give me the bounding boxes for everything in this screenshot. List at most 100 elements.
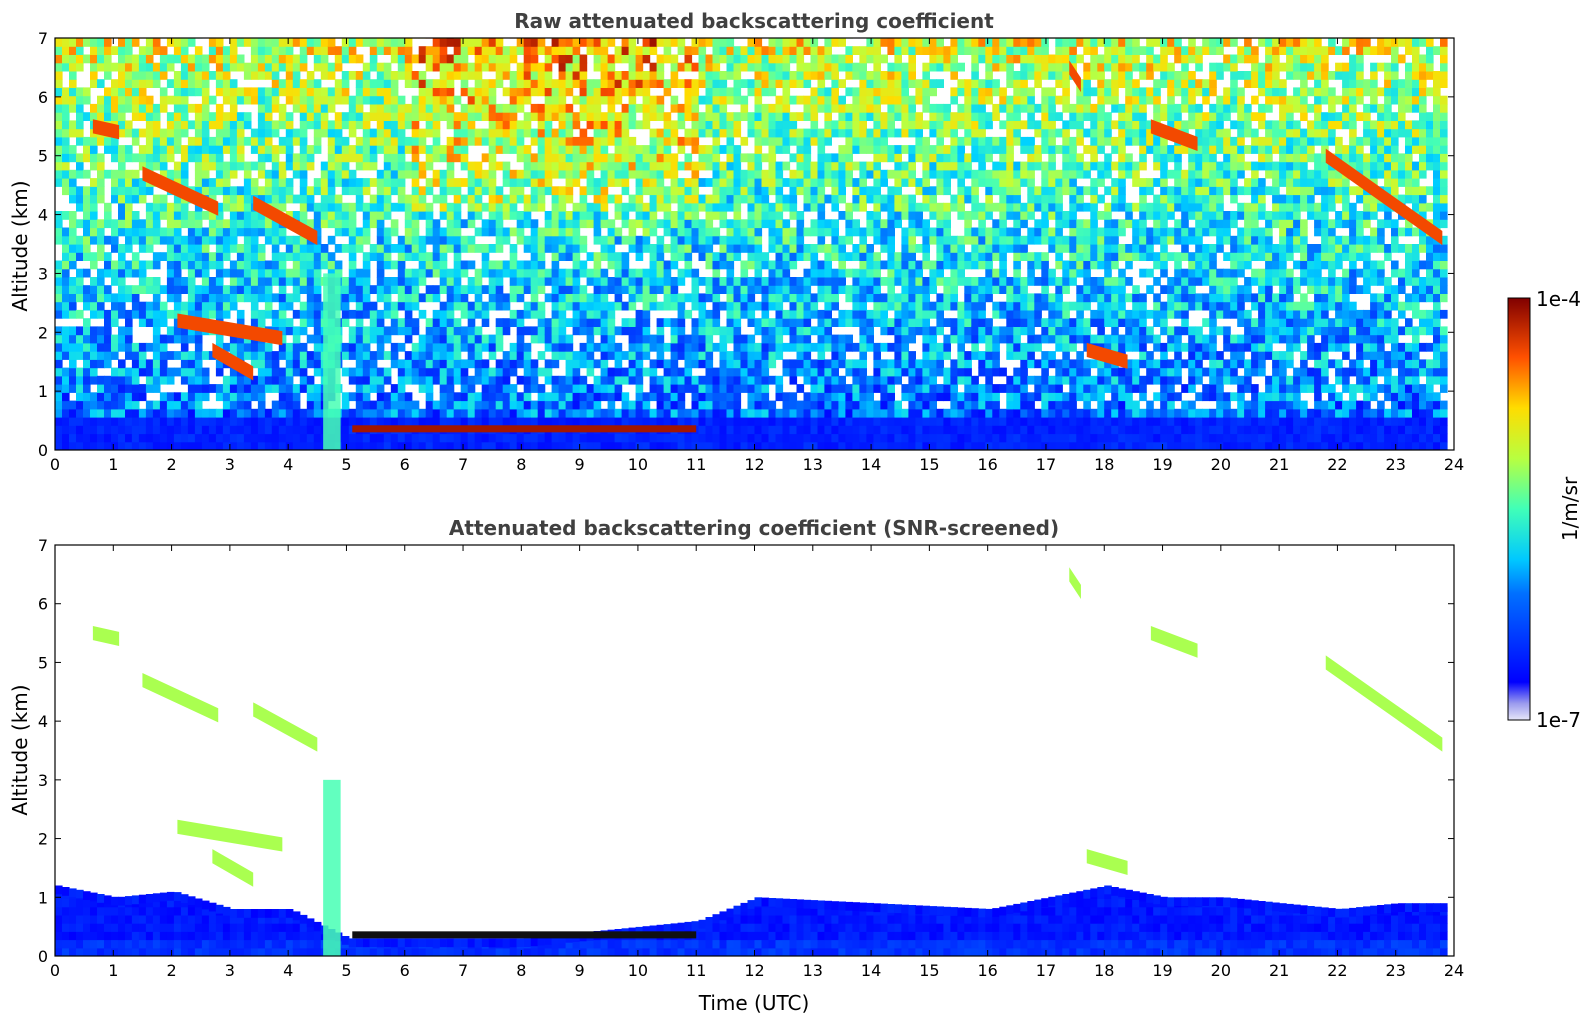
heatmap-cell: [376, 38, 385, 47]
heatmap-cell: [83, 408, 91, 418]
heatmap-cell: [761, 425, 770, 435]
heatmap-cell: [271, 38, 280, 47]
heatmap-cell: [313, 219, 322, 229]
heatmap-cell: [579, 95, 588, 105]
heatmap-cell: [76, 120, 84, 130]
heatmap-cell: [271, 425, 280, 435]
heatmap-cell: [593, 227, 602, 237]
heatmap-cell: [782, 318, 791, 327]
heatmap-cell: [859, 235, 867, 245]
heatmap-cell: [796, 128, 805, 138]
heatmap-cell: [670, 293, 679, 303]
heatmap-cell: [810, 293, 819, 303]
heatmap-cell: [264, 301, 273, 311]
heatmap-cell: [516, 268, 525, 278]
heatmap-cell: [118, 95, 126, 105]
heatmap-cell: [341, 227, 350, 237]
heatmap-cell: [152, 46, 161, 55]
heatmap-cell: [866, 194, 874, 204]
heatmap-cell: [187, 277, 196, 286]
heatmap-cell: [572, 169, 581, 179]
heatmap-cell: [593, 136, 602, 146]
heatmap-cell: [488, 62, 497, 72]
heatmap-cell: [642, 334, 651, 344]
heatmap-cell: [691, 392, 700, 402]
heatmap-cell: [383, 202, 392, 212]
heatmap-cell: [355, 38, 364, 39]
heatmap-cell: [635, 392, 644, 402]
heatmap-cell: [418, 367, 427, 377]
heatmap-cell: [796, 227, 805, 237]
heatmap-cell: [691, 441, 700, 450]
heatmap-cell: [118, 384, 126, 393]
heatmap-cell: [194, 219, 203, 229]
heatmap-cell: [649, 268, 658, 278]
heatmap-cell: [313, 392, 322, 402]
heatmap-cell: [334, 202, 343, 212]
heatmap-cell: [159, 359, 168, 369]
heatmap-cell: [663, 392, 672, 402]
heatmap-cell: [159, 161, 168, 171]
heatmap-cell: [845, 408, 853, 418]
heatmap-cell: [215, 408, 224, 418]
heatmap-cell: [173, 351, 182, 360]
heatmap-cell: [104, 268, 112, 278]
heatmap-cell: [873, 375, 881, 385]
heatmap-cell: [131, 194, 140, 204]
heatmap-cell: [159, 425, 168, 435]
heatmap-cell: [446, 400, 455, 410]
heatmap-cell: [838, 169, 846, 179]
heatmap-cell: [278, 392, 287, 402]
heatmap-cell: [292, 309, 301, 319]
heatmap-cell: [369, 211, 378, 220]
heatmap-cell: [803, 301, 812, 311]
heatmap-cell: [705, 293, 714, 303]
heatmap-cell: [712, 202, 721, 212]
heatmap-cell: [425, 252, 434, 261]
heatmap-cell: [684, 367, 693, 377]
heatmap-cell: [180, 153, 189, 163]
heatmap-cell: [642, 367, 651, 377]
heatmap-cell: [719, 375, 728, 385]
heatmap-cell: [111, 441, 119, 450]
heatmap-cell: [76, 62, 84, 72]
heatmap-cell: [229, 79, 238, 88]
heatmap-cell: [292, 252, 301, 261]
heatmap-cell: [565, 301, 574, 311]
heatmap-cell: [537, 392, 546, 402]
heatmap-cell: [474, 268, 483, 278]
heatmap-cell: [376, 128, 385, 138]
heatmap-cell: [824, 334, 832, 344]
heatmap-cell: [838, 79, 846, 88]
heatmap-cell: [173, 87, 182, 97]
heatmap-cell: [866, 112, 874, 121]
heatmap-cell: [586, 219, 595, 229]
heatmap-cell: [516, 46, 525, 55]
heatmap-cell: [488, 95, 497, 105]
heatmap-cell: [348, 367, 357, 377]
heatmap-cell: [530, 235, 539, 245]
heatmap-cell: [446, 79, 455, 88]
heatmap-cell: [292, 244, 301, 253]
heatmap-cell: [817, 408, 826, 418]
heatmap-cell: [467, 62, 476, 72]
heatmap-cell: [187, 54, 196, 64]
heatmap-cell: [481, 252, 490, 261]
heatmap-cell: [376, 433, 385, 443]
heatmap-cell: [747, 194, 756, 204]
heatmap-cell: [530, 384, 539, 393]
heatmap-cell: [460, 417, 469, 426]
heatmap-cell: [705, 400, 714, 410]
heatmap-cell: [831, 235, 839, 245]
heatmap-cell: [152, 136, 161, 146]
heatmap-cell: [411, 112, 420, 121]
heatmap-cell: [90, 178, 98, 187]
heatmap-cell: [845, 103, 853, 113]
heatmap-cell: [551, 392, 560, 402]
heatmap-cell: [712, 326, 721, 336]
heatmap-cell: [453, 301, 462, 311]
heatmap-cell: [446, 54, 455, 64]
heatmap-cell: [83, 112, 91, 121]
heatmap-cell: [733, 441, 742, 450]
heatmap-cell: [551, 375, 560, 385]
